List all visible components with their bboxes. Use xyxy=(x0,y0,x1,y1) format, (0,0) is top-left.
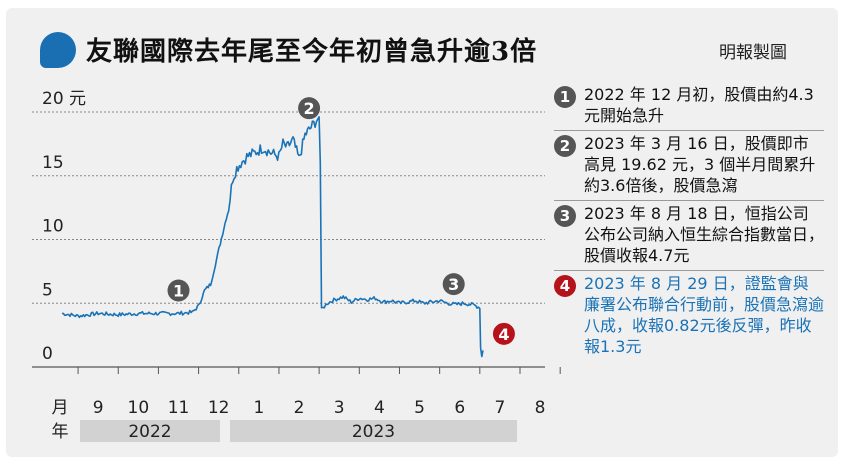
note-3-text: 2023 年 8 月 18 日，恒指公司公布公司納入恒生綜合指數當日，股價收報4… xyxy=(584,204,825,265)
chart-title: 友聯國際去年尾至今年初曾急升逾3倍 xyxy=(86,37,538,67)
marker-4: 4 xyxy=(492,322,515,345)
speech-bubble-icon xyxy=(40,32,76,68)
credit-label: 明報製圖 xyxy=(719,43,787,63)
marker-1: 1 xyxy=(167,279,190,302)
x-tick-label-12: 12 xyxy=(208,398,230,418)
year-band-2023 xyxy=(230,420,517,442)
marker-circle-2 xyxy=(298,97,321,120)
x-tick-label-3: 3 xyxy=(334,398,345,418)
x-tick-label-7: 7 xyxy=(494,398,505,418)
x-tick-label-6: 6 xyxy=(454,398,465,418)
year-label-2022: 2022 xyxy=(128,422,171,442)
x-tick-label-9: 9 xyxy=(93,398,104,418)
note-1: 1 2022 年 12 月初，股價由約4.3元開始急升 xyxy=(554,82,824,131)
note-3: 3 2023 年 8 月 18 日，恒指公司公布公司納入恒生綜合指數當日，股價收… xyxy=(554,201,824,271)
year-label-2023: 2023 xyxy=(352,422,395,442)
annotation-notes: 1 2022 年 12 月初，股價由約4.3元開始急升 2 2023 年 3 月… xyxy=(554,82,824,361)
price-line xyxy=(61,116,484,358)
marker-circle-3 xyxy=(442,273,465,296)
note-4-text: 2023 年 8 月 29 日，證監會與廉署公布聯合行動前，股價急瀉逾八成，收報… xyxy=(584,274,825,356)
y-tick-label: 0 xyxy=(42,344,53,364)
marker-label-3: 3 xyxy=(448,275,459,294)
note-4: 4 2023 年 8 月 29 日，證監會與廉署公布聯合行動前，股價急瀉逾八成，… xyxy=(554,271,824,361)
note-1-text: 2022 年 12 月初，股價由約4.3元開始急升 xyxy=(584,85,814,125)
marker-label-2: 2 xyxy=(304,99,315,118)
y-tick-label: 20 元 xyxy=(42,89,86,109)
note-2-marker: 2 xyxy=(554,135,576,157)
note-3-marker: 3 xyxy=(554,205,576,227)
x-tick-label-11: 11 xyxy=(168,398,190,418)
note-2: 2 2023 年 3 月 16 日，股價即市高見 19.62 元，3 個半月間累… xyxy=(554,131,824,201)
note-1-marker: 1 xyxy=(554,86,576,108)
note-2-text: 2023 年 3 月 16 日，股價即市高見 19.62 元，3 個半月間累升約… xyxy=(584,134,816,195)
x-axis-month-caption: 月 xyxy=(52,398,69,418)
chart-panel xyxy=(6,8,838,457)
x-tick-label-10: 10 xyxy=(128,398,150,418)
x-tick-label-1: 1 xyxy=(253,398,264,418)
marker-circle-4 xyxy=(492,322,515,345)
x-tick-label-8: 8 xyxy=(535,398,546,418)
marker-circle-1 xyxy=(167,279,190,302)
marker-3: 3 xyxy=(442,273,465,296)
year-band-2022 xyxy=(80,420,220,442)
x-tick-label-2: 2 xyxy=(294,398,305,418)
marker-label-4: 4 xyxy=(498,325,509,344)
marker-label-1: 1 xyxy=(173,282,184,301)
y-tick-label: 10 xyxy=(42,217,64,237)
note-4-marker: 4 xyxy=(554,275,576,297)
x-axis-year-caption: 年 xyxy=(52,422,69,442)
y-tick-label: 15 xyxy=(42,153,64,173)
marker-2: 2 xyxy=(298,97,321,120)
y-tick-label: 5 xyxy=(42,280,53,300)
x-tick-label-4: 4 xyxy=(374,398,385,418)
x-tick-label-5: 5 xyxy=(414,398,425,418)
